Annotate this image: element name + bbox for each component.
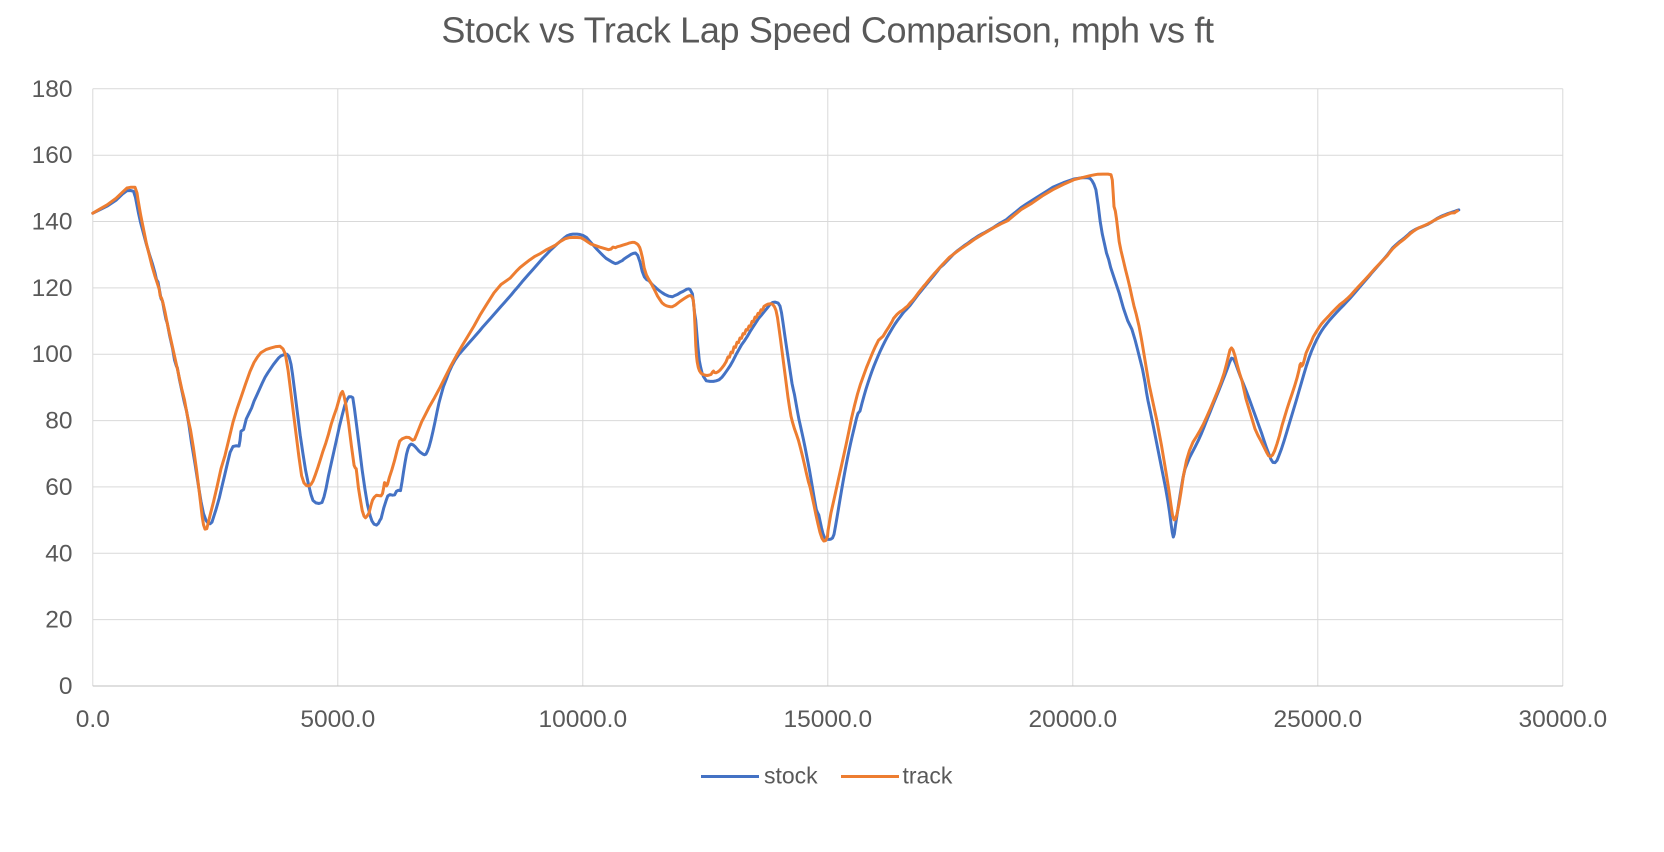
svg-text:0: 0 bbox=[59, 673, 73, 700]
svg-text:0.0: 0.0 bbox=[76, 706, 110, 733]
svg-text:160: 160 bbox=[32, 142, 73, 169]
svg-text:25000.0: 25000.0 bbox=[1274, 706, 1363, 733]
svg-text:120: 120 bbox=[32, 275, 73, 302]
svg-text:track: track bbox=[903, 763, 953, 789]
svg-text:140: 140 bbox=[32, 209, 73, 236]
svg-text:60: 60 bbox=[45, 474, 72, 501]
svg-text:180: 180 bbox=[32, 76, 73, 103]
svg-text:80: 80 bbox=[45, 408, 72, 435]
svg-text:100: 100 bbox=[32, 341, 73, 368]
svg-text:20000.0: 20000.0 bbox=[1029, 706, 1118, 733]
svg-text:20: 20 bbox=[45, 607, 72, 634]
svg-text:10000.0: 10000.0 bbox=[539, 706, 628, 733]
svg-text:40: 40 bbox=[45, 540, 72, 567]
svg-text:Stock vs Track Lap Speed Compa: Stock vs Track Lap Speed Comparison, mph… bbox=[441, 9, 1214, 50]
svg-text:5000.0: 5000.0 bbox=[300, 706, 375, 733]
svg-text:30000.0: 30000.0 bbox=[1519, 706, 1608, 733]
svg-text:15000.0: 15000.0 bbox=[784, 706, 873, 733]
svg-text:stock: stock bbox=[764, 763, 818, 789]
